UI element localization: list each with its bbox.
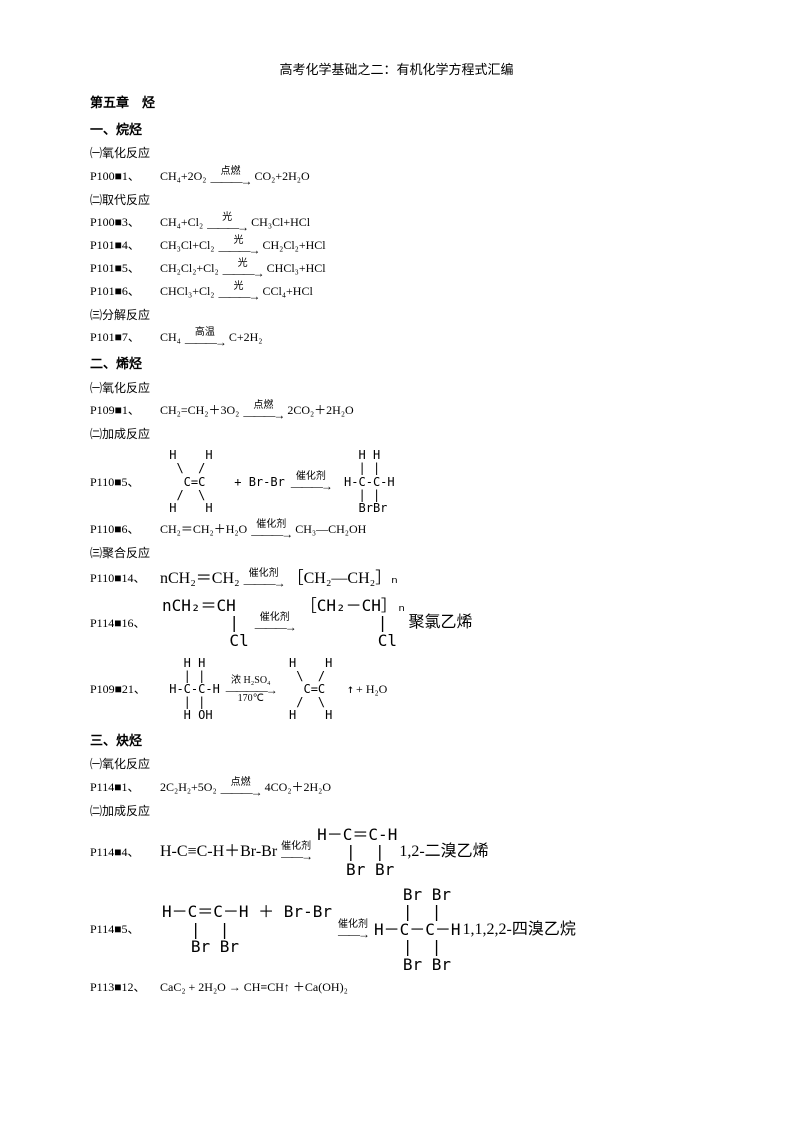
eq-note: 1,2-二溴乙烯 (399, 839, 488, 865)
eq-lhs: CH₂Cl₂+Cl₂ (160, 259, 219, 278)
arrow-icon: 光———→ (218, 282, 258, 302)
chapter-heading: 第五章 烃 (90, 93, 703, 114)
eq-note: 聚氯乙烯 (409, 610, 473, 636)
pvc-structure: ［CH₂－CH］ₙ | Cl (301, 597, 407, 650)
equation-row: P114■1、 2C₂H₂+5O₂ 点燃———→ 4CO₂＋2H₂O (90, 778, 703, 798)
eq-ref: P109■1、 (90, 401, 160, 420)
equation-row: P110■14、 nCH₂＝CH₂ 催化剂———→ ［CH₂—CH₂］ₙ (90, 566, 703, 592)
section-1-heading: 一、烷烃 (90, 120, 703, 141)
eq-lhs: nCH₂＝CH₂ (160, 566, 240, 592)
eq-lhs: CH₂=CH₂＋3O₂ (160, 401, 239, 420)
eq-rhs: CH₂Cl₂+HCl (262, 236, 325, 255)
equation-row: P114■4、 H-C≡C-H＋Br-Br 催化剂——→ H－C＝C-H | |… (90, 824, 703, 881)
tetrabromoethane-structure: Br Br | | H－C－C－H | | Br Br (374, 886, 461, 974)
arrow-icon: 催化剂——→ (281, 842, 311, 862)
arrow-icon: 点燃———→ (243, 401, 283, 421)
page-title: 高考化学基础之二：有机化学方程式汇编 (90, 60, 703, 81)
subsection-1-1: ㈠氧化反应 (90, 144, 703, 163)
equation-row: P110■5、 H H \ / C=C + Br-Br / \ H H 催化剂—… (90, 447, 703, 517)
eq-lhs: CH₃Cl+Cl₂ (160, 236, 214, 255)
eq-rhs: CO₂+2H₂O (254, 167, 309, 186)
equation-row: P100■1、 CH₄+2O₂ 点燃———→ CO₂+2H₂O (90, 167, 703, 187)
eq-rhs: CH₃Cl+HCl (251, 213, 310, 232)
eq-lhs: CH₂＝CH₂＋H₂O (160, 520, 247, 539)
equation-row: P101■5、 CH₂Cl₂+Cl₂ 光———→ CHCl₃+HCl (90, 259, 703, 279)
eq-ref: P101■7、 (90, 328, 160, 347)
ethanol-structure: H H | | H-C-C-H | | H OH (162, 657, 220, 723)
dibromoethane-structure: H H | | H-C-C-H | | BrBr (337, 449, 395, 515)
equation-row: P100■3、 CH₄+Cl₂ 光———→ CH₃Cl+HCl (90, 213, 703, 233)
equation-row: P101■6、 CHCl₃+Cl₂ 光———→ CCl₄+HCl (90, 282, 703, 302)
eq-ref: P101■5、 (90, 259, 160, 278)
equation-row: P109■21、 H H | | H-C-C-H | | H OH 浓 H₂SO… (90, 655, 703, 725)
subsection-2-2: ㈡加成反应 (90, 425, 703, 444)
arrow-icon: 浓 H₂SO₄ ————→ 170℃ (226, 676, 276, 704)
arrow-icon: 催化剂———→ (244, 569, 284, 589)
dibromoethene-structure: H－C＝C-H | | Br Br (317, 826, 397, 879)
ethene-structure: H H \ / C=C + Br-Br / \ H H (162, 449, 285, 515)
eq-tail: + H₂O (356, 680, 387, 699)
subsection-2-3: ㈢聚合反应 (90, 544, 703, 563)
section-2-heading: 二、烯烃 (90, 354, 703, 375)
eq-lhs: CHCl₃+Cl₂ (160, 282, 214, 301)
subsection-3-2: ㈡加成反应 (90, 802, 703, 821)
arrow-icon: 催化剂———→ (291, 472, 331, 492)
eq-rhs: ［CH₂—CH₂］ₙ (288, 566, 398, 592)
arrow-icon: 催化剂———→ (251, 520, 291, 540)
arrow-icon: 催化剂——→ (338, 920, 368, 940)
vinyl-chloride-structure: nCH₂＝CH | Cl (162, 597, 249, 650)
arrow-icon: 光———→ (218, 236, 258, 256)
eq-ref: P110■14、 (90, 569, 160, 588)
eq-lhs: CH₄+Cl₂ (160, 213, 203, 232)
eq-rhs: CCl₄+HCl (262, 282, 312, 301)
eq-rhs: CHCl₃+HCl (267, 259, 326, 278)
subsection-1-3: ㈢分解反应 (90, 306, 703, 325)
eq-lhs: CH₄ (160, 328, 181, 347)
eq-ref: P100■1、 (90, 167, 160, 186)
arrow-icon: 高温———→ (185, 328, 225, 348)
eq-ref: P114■1、 (90, 778, 160, 797)
subsection-2-1: ㈠氧化反应 (90, 379, 703, 398)
eq-lhs: H-C≡C-H＋Br-Br (160, 839, 277, 865)
eq-ref: P110■5、 (90, 473, 160, 492)
eq-lhs: CH₄+2O₂ (160, 167, 206, 186)
eq-ref: P114■4、 (90, 843, 160, 862)
subsection-1-2: ㈡取代反应 (90, 191, 703, 210)
arrow-icon: 光———→ (207, 213, 247, 233)
arrow-icon: 点燃———→ (221, 778, 261, 798)
eq-ref: P109■21、 (90, 680, 160, 699)
eq-ref: P110■6、 (90, 520, 160, 539)
equation-row: P114■16、 nCH₂＝CH | Cl 催化剂———→ ［CH₂－CH］ₙ … (90, 595, 703, 652)
eq-ref: P114■5、 (90, 920, 160, 939)
subsection-3-1: ㈠氧化反应 (90, 755, 703, 774)
eq-rhs: CH₃—CH₂OH (295, 520, 366, 539)
equation-row: P109■1、 CH₂=CH₂＋3O₂ 点燃———→ 2CO₂＋2H₂O (90, 401, 703, 421)
dibromoethene-lhs-structure: H－C＝C－H ＋ Br-Br | | Br Br (162, 903, 332, 956)
ethene-product-structure: H H \ / C=C ↑ / \ H H (282, 657, 354, 723)
equation-row: P101■4、 CH₃Cl+Cl₂ 光———→ CH₂Cl₂+HCl (90, 236, 703, 256)
equation-row: P110■6、 CH₂＝CH₂＋H₂O 催化剂———→ CH₃—CH₂OH (90, 520, 703, 540)
arrow-icon: 光———→ (223, 259, 263, 279)
eq-ref: P101■6、 (90, 282, 160, 301)
eq-lhs: 2C₂H₂+5O₂ (160, 778, 217, 797)
arrow-icon: 催化剂———→ (255, 613, 295, 633)
equation-row: P114■5、 H－C＝C－H ＋ Br-Br | | Br Br 催化剂——→… (90, 884, 703, 976)
eq-ref: P114■16、 (90, 614, 160, 633)
eq-ref: P100■3、 (90, 213, 160, 232)
eq-rhs: C+2H₂ (229, 328, 263, 347)
equation-row: P113■12、 CaC₂ + 2H₂O → CH≡CH↑ ＋Ca(OH)₂ (90, 978, 703, 997)
eq-ref: P113■12、 (90, 978, 160, 997)
equation-row: P101■7、 CH₄ 高温———→ C+2H₂ (90, 328, 703, 348)
eq-rhs: 2CO₂＋2H₂O (287, 401, 353, 420)
eq-ref: P101■4、 (90, 236, 160, 255)
eq-note: 1,1,2,2-四溴乙烷 (463, 917, 576, 943)
eq-text: CaC₂ + 2H₂O → CH≡CH↑ ＋Ca(OH)₂ (160, 978, 348, 997)
arrow-icon: 点燃———→ (210, 167, 250, 187)
section-3-heading: 三、炔烃 (90, 731, 703, 752)
eq-rhs: 4CO₂＋2H₂O (265, 778, 331, 797)
